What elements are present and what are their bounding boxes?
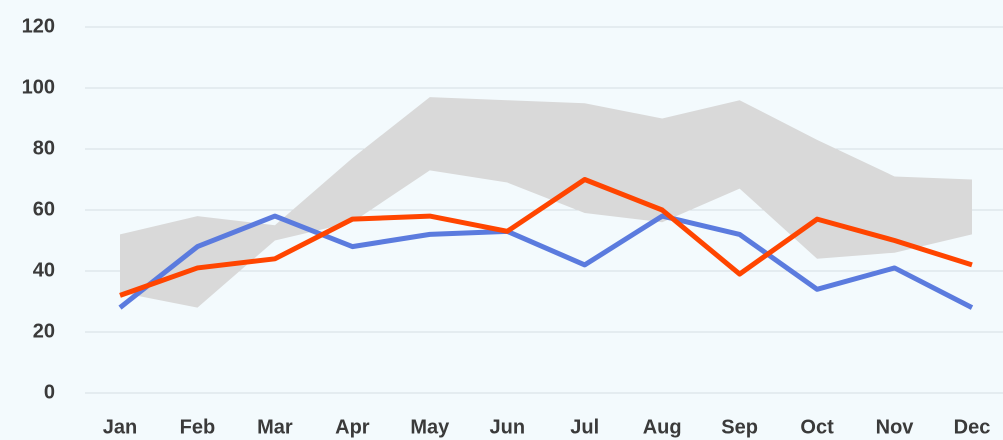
range-band xyxy=(120,97,972,308)
y-tick-label: 0 xyxy=(44,381,55,403)
y-tick-label: 40 xyxy=(33,259,55,281)
y-tick-label: 20 xyxy=(33,320,55,342)
y-tick-label: 80 xyxy=(33,137,55,159)
x-tick-label: Mar xyxy=(257,416,293,438)
x-tick-label: Oct xyxy=(800,416,834,438)
y-tick-label: 60 xyxy=(33,198,55,220)
x-tick-label: May xyxy=(410,416,450,438)
x-tick-label: Sep xyxy=(721,416,758,438)
x-tick-label: Nov xyxy=(876,416,915,438)
y-tick-label: 120 xyxy=(22,15,55,37)
series-line xyxy=(119,177,973,298)
x-tick-label: Aug xyxy=(643,416,682,438)
x-tick-label: Jul xyxy=(570,416,599,438)
x-tick-label: Jan xyxy=(103,416,137,438)
x-tick-label: Apr xyxy=(335,416,370,438)
x-tick-label: Jun xyxy=(489,416,525,438)
x-tick-label: Dec xyxy=(954,416,991,438)
x-tick-label: Feb xyxy=(180,416,216,438)
series-line xyxy=(118,213,974,310)
y-tick-label: 100 xyxy=(22,76,55,98)
